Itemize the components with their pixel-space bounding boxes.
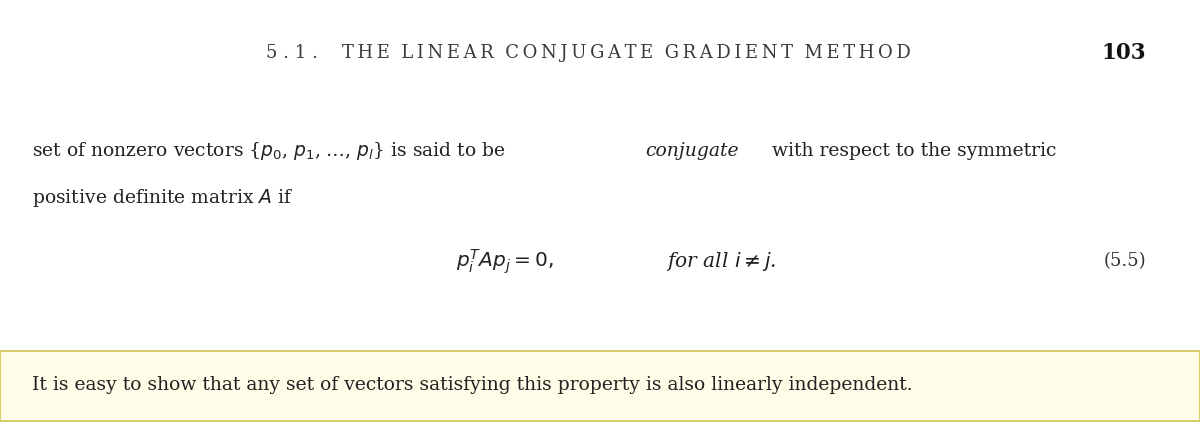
Text: 5 . 1 .: 5 . 1 .	[266, 44, 318, 62]
Text: (5.5): (5.5)	[1103, 252, 1146, 270]
Text: 103: 103	[1102, 42, 1146, 64]
Text: positive definite matrix $A$ if: positive definite matrix $A$ if	[32, 187, 294, 209]
Text: with respect to the symmetric: with respect to the symmetric	[766, 142, 1056, 160]
FancyBboxPatch shape	[0, 351, 1200, 421]
Text: conjugate: conjugate	[646, 142, 739, 160]
Text: It is easy to show that any set of vectors satisfying this property is also line: It is easy to show that any set of vecto…	[32, 377, 913, 394]
Text: set of nonzero vectors {$p_0$, $p_1$, $\ldots$, $p_l$} is said to be: set of nonzero vectors {$p_0$, $p_1$, $\…	[32, 140, 508, 162]
Text: T H E  L I N E A R  C O N J U G A T E  G R A D I E N T  M E T H O D: T H E L I N E A R C O N J U G A T E G R …	[342, 44, 911, 62]
Text: $p_i^T A p_j = 0,$: $p_i^T A p_j = 0,$	[456, 247, 554, 275]
Text: for all $i \neq j$.: for all $i \neq j$.	[666, 250, 776, 273]
